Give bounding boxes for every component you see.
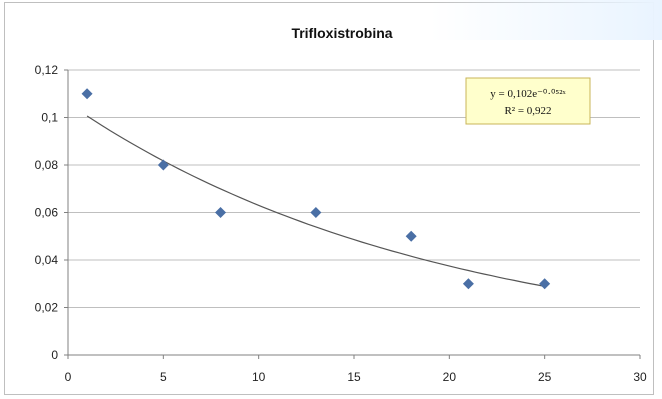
data-point-6 — [539, 278, 551, 290]
data-point-2 — [215, 207, 227, 218]
data-points — [81, 88, 551, 290]
y-tick-label-4: 0,08 — [35, 158, 59, 172]
y-tick-label-0: 0 — [51, 348, 58, 362]
y-tick-label-2: 0,04 — [35, 253, 59, 267]
y-tick-label-5: 0,1 — [41, 111, 58, 125]
x-tick-label-4: 20 — [443, 370, 457, 384]
chart-frame — [4, 2, 654, 395]
grid-lines — [68, 69, 640, 308]
data-point-4 — [405, 230, 417, 242]
trendline-equation: y = 0,102e⁻⁰·⁰⁵²ˣ — [490, 88, 566, 100]
x-tick-label-6: 30 — [633, 370, 647, 384]
x-tick-label-1: 5 — [160, 370, 167, 384]
y-tick-label-1: 0,02 — [35, 301, 59, 315]
y-tick-labels: 0 0,02 0,04 0,06 0,08 0,1 0,12 — [35, 63, 59, 362]
x-tick-label-3: 15 — [347, 370, 361, 384]
x-tick-label-2: 10 — [252, 370, 266, 384]
trendline-r2: R² = 0,922 — [504, 105, 551, 117]
data-point-5 — [462, 278, 474, 290]
x-tick-labels: 0 5 10 15 20 25 30 — [65, 370, 647, 384]
trendline — [86, 115, 545, 287]
x-tick-label-0: 0 — [65, 370, 72, 384]
y-tick-label-6: 0,12 — [35, 63, 59, 77]
data-point-3 — [310, 207, 322, 218]
y-tick-label-3: 0,06 — [35, 206, 59, 220]
chart-title: Trifloxistrobina — [291, 25, 392, 41]
equation-box-background — [465, 77, 591, 125]
axes — [64, 69, 641, 359]
decorative-band — [430, 0, 662, 40]
trendline-equation-box: y = 0,102e⁻⁰·⁰⁵²ˣ R² = 0,922 — [465, 77, 591, 125]
data-point-0 — [81, 88, 93, 100]
data-point-1 — [157, 159, 169, 171]
x-tick-label-5: 25 — [538, 370, 552, 384]
